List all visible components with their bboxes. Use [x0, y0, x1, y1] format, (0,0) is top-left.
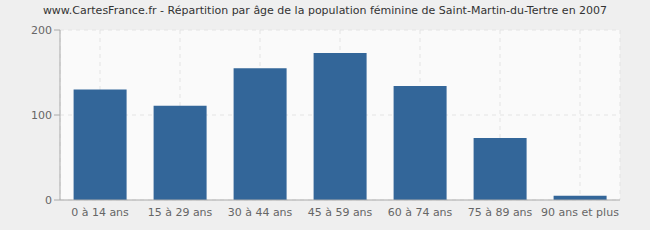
- svg-text:0 à 14 ans: 0 à 14 ans: [71, 206, 129, 219]
- svg-text:60 à 74 ans: 60 à 74 ans: [388, 206, 453, 219]
- svg-text:15 à 29 ans: 15 à 29 ans: [148, 206, 213, 219]
- html-text:www.CartesFrance.fr - Répartit: www.CartesFrance.fr - Répartition par âg…: [42, 4, 608, 17]
- svg-text:0: 0: [45, 194, 52, 207]
- svg-text:100: 100: [31, 109, 52, 122]
- svg-text:75 à 89 ans: 75 à 89 ans: [468, 206, 533, 219]
- svg-text:90 ans et plus: 90 ans et plus: [541, 206, 619, 219]
- svg-text:30 à 44 ans: 30 à 44 ans: [228, 206, 293, 219]
- svg-text:45 à 59 ans: 45 à 59 ans: [308, 206, 373, 219]
- svg-text:200: 200: [31, 24, 52, 37]
